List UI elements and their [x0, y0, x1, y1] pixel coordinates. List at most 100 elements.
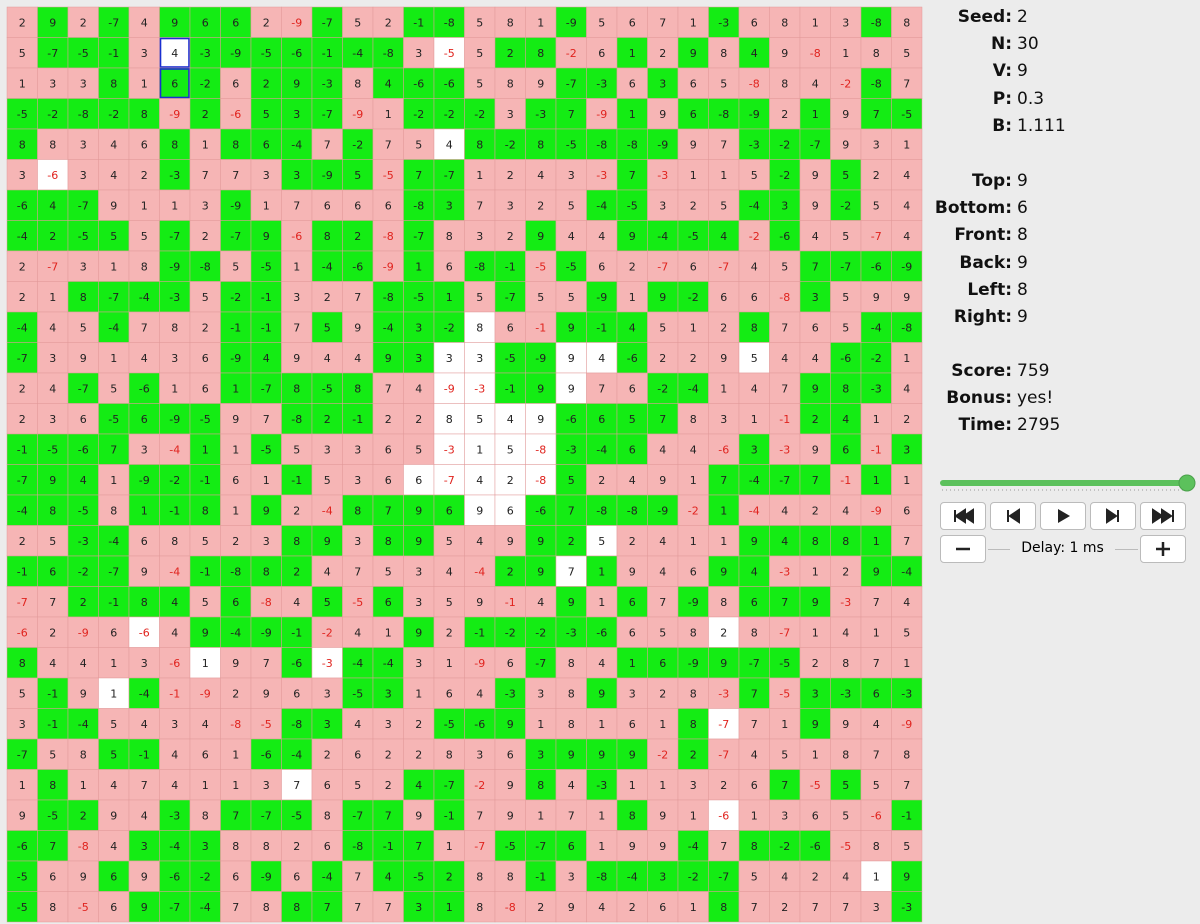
- cell: [372, 647, 404, 679]
- cell-value: 3: [903, 443, 910, 456]
- cell: [128, 403, 160, 435]
- cell-value: -1: [474, 626, 485, 639]
- cell: [769, 738, 801, 770]
- cell-value: -6: [139, 626, 150, 639]
- cell: [372, 159, 404, 191]
- cell-value: -3: [169, 169, 180, 182]
- cell-value: 4: [781, 504, 788, 517]
- cell-value: 8: [751, 321, 758, 334]
- cell-value: 4: [171, 47, 178, 60]
- cell-value: -2: [535, 626, 546, 639]
- cell-value: -3: [200, 47, 211, 60]
- cell-value: 7: [415, 169, 422, 182]
- cell-value: 5: [446, 535, 453, 548]
- cell: [769, 891, 801, 923]
- cell: [860, 372, 892, 404]
- prev-button[interactable]: [990, 502, 1036, 530]
- slider[interactable]: [936, 474, 1196, 498]
- cell-value: 2: [812, 870, 819, 883]
- cell: [799, 159, 831, 191]
- cell-value: 5: [324, 596, 331, 609]
- cell-value: -3: [535, 108, 546, 121]
- cell-value: -4: [169, 565, 180, 578]
- cell-value: 1: [751, 413, 758, 426]
- cell: [738, 586, 770, 618]
- cell: [738, 6, 770, 38]
- cell-value: 6: [202, 16, 209, 29]
- cell: [525, 67, 557, 99]
- cell-value: -8: [779, 291, 790, 304]
- cell: [769, 525, 801, 557]
- cell-value: 6: [629, 718, 636, 731]
- cell-value: -5: [352, 596, 363, 609]
- cell-value: 3: [49, 413, 56, 426]
- info-value: 30: [1017, 34, 1039, 55]
- cell: [342, 37, 374, 69]
- cell: [250, 860, 282, 892]
- play-button[interactable]: [1040, 502, 1086, 530]
- cell-value: 4: [49, 382, 56, 395]
- cell: [647, 616, 679, 648]
- cell: [464, 677, 496, 709]
- next-button[interactable]: [1090, 502, 1136, 530]
- cell: [647, 830, 679, 862]
- cell-value: 7: [659, 596, 666, 609]
- cell-value: -9: [230, 352, 241, 365]
- first-button[interactable]: [940, 502, 986, 530]
- cell: [403, 738, 435, 770]
- cell: [189, 677, 221, 709]
- plus-button[interactable]: [1140, 535, 1186, 563]
- cell: [464, 494, 496, 526]
- cell: [250, 708, 282, 740]
- cell: [860, 860, 892, 892]
- cell-value: -2: [47, 108, 58, 121]
- cell: [98, 220, 130, 252]
- cell-value: -1: [535, 870, 546, 883]
- cell-value: 6: [385, 443, 392, 456]
- cell-value: 3: [354, 535, 361, 548]
- cell-value: -9: [261, 870, 272, 883]
- cell-value: 6: [49, 870, 56, 883]
- info-value: 2: [1017, 7, 1028, 27]
- cell-value: 5: [446, 596, 453, 609]
- cell-value: 1: [598, 840, 605, 853]
- cell: [128, 464, 160, 496]
- cell: [342, 799, 374, 831]
- cell: [738, 555, 770, 587]
- cell-value: 3: [141, 443, 148, 456]
- cell-value: -7: [108, 16, 119, 29]
- cell-value: -7: [505, 291, 516, 304]
- cell-value: -2: [352, 138, 363, 151]
- cell: [860, 281, 892, 313]
- cell-value: 1: [476, 443, 483, 456]
- cell-value: 4: [751, 260, 758, 273]
- cell-value: -1: [444, 809, 455, 822]
- minus-button[interactable]: [940, 535, 986, 563]
- cell-value: 9: [812, 596, 819, 609]
- cell: [250, 250, 282, 282]
- cell-value: 4: [110, 169, 117, 182]
- cell: [708, 677, 740, 709]
- cell-value: 9: [690, 47, 697, 60]
- cell-value: 2: [659, 687, 666, 700]
- last-button[interactable]: [1140, 502, 1186, 530]
- cell: [708, 647, 740, 679]
- cell-value: 1: [385, 626, 392, 639]
- cell-value: -9: [383, 260, 394, 273]
- cell-value: -4: [749, 199, 760, 212]
- cell-value: 2: [629, 535, 636, 548]
- cell-value: -9: [230, 199, 241, 212]
- cell: [738, 494, 770, 526]
- cell-value: 2: [232, 535, 239, 548]
- cell: [525, 677, 557, 709]
- cell: [98, 250, 130, 282]
- cell-value: 8: [49, 779, 56, 792]
- cell-value: -4: [291, 138, 302, 151]
- cell-value: 8: [842, 657, 849, 670]
- cell-value: 9: [659, 840, 666, 853]
- cell-value: 1: [903, 657, 910, 670]
- cell-value: 7: [476, 199, 483, 212]
- cell-value: 8: [80, 291, 87, 304]
- cell: [281, 159, 313, 191]
- cell-value: 8: [568, 657, 575, 670]
